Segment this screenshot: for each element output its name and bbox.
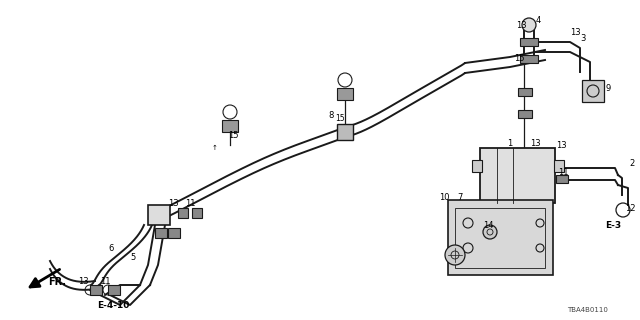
Bar xyxy=(90,285,102,295)
Bar xyxy=(518,88,532,96)
Text: 2: 2 xyxy=(629,158,634,167)
Text: 13: 13 xyxy=(556,140,566,149)
Text: 8: 8 xyxy=(328,110,333,119)
Text: ↑: ↑ xyxy=(212,145,218,151)
Bar xyxy=(148,205,170,225)
Text: 11: 11 xyxy=(558,167,568,177)
Text: E-4-10: E-4-10 xyxy=(97,300,129,309)
Bar xyxy=(337,88,353,100)
Text: 14: 14 xyxy=(483,220,493,229)
Bar xyxy=(518,110,532,118)
Bar xyxy=(556,175,568,183)
Bar xyxy=(192,208,202,218)
Circle shape xyxy=(445,245,465,265)
Text: 13: 13 xyxy=(530,139,541,148)
Text: 11: 11 xyxy=(100,277,111,286)
Bar xyxy=(455,208,545,268)
Bar xyxy=(448,200,553,275)
Text: 13: 13 xyxy=(168,198,179,207)
Text: TBA4B0110: TBA4B0110 xyxy=(567,307,608,313)
Text: 15: 15 xyxy=(228,131,239,140)
Text: 15: 15 xyxy=(514,53,525,62)
Bar xyxy=(554,160,564,172)
Text: 4: 4 xyxy=(536,15,541,25)
Bar xyxy=(480,148,555,203)
Circle shape xyxy=(522,18,536,32)
Bar xyxy=(582,80,604,102)
Bar xyxy=(337,124,353,140)
Bar xyxy=(108,285,120,295)
Bar xyxy=(520,55,538,63)
Text: 9: 9 xyxy=(606,84,611,92)
Text: 13: 13 xyxy=(516,20,527,29)
Text: E-3: E-3 xyxy=(605,220,621,229)
Text: 13: 13 xyxy=(78,277,88,286)
Bar xyxy=(222,120,238,132)
Text: 10: 10 xyxy=(439,193,449,202)
Text: 6: 6 xyxy=(108,244,113,252)
Text: 5: 5 xyxy=(130,253,135,262)
Text: 15: 15 xyxy=(335,114,344,123)
Text: 12: 12 xyxy=(625,204,636,212)
Circle shape xyxy=(483,225,497,239)
Text: 1: 1 xyxy=(507,139,512,148)
Bar xyxy=(520,38,538,46)
Text: 7: 7 xyxy=(457,193,462,202)
Text: 3: 3 xyxy=(580,34,586,43)
Bar xyxy=(472,160,482,172)
Text: 11: 11 xyxy=(185,198,195,207)
Text: 13: 13 xyxy=(570,28,580,36)
Bar xyxy=(178,208,188,218)
Bar xyxy=(155,228,167,238)
Bar xyxy=(168,228,180,238)
Text: FR.: FR. xyxy=(48,277,66,287)
